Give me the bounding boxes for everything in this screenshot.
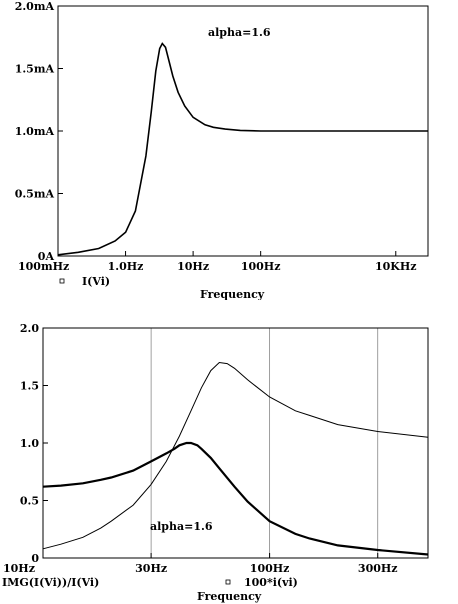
legend-marker-square — [59, 278, 65, 284]
x-tick-label: 300Hz — [358, 562, 398, 575]
x-tick-label: 100Hz — [241, 260, 281, 273]
x-tick-label: 1.0Hz — [108, 260, 144, 273]
y-tick-label: 0 — [31, 552, 39, 565]
x-axis-label: Frequency — [197, 590, 262, 603]
x-tick-label: 10Hz — [3, 562, 35, 575]
chart-i-vi: 0A 0.5mA 1.0mA 1.5mA 2.0mA 100mHz 1.0Hz 10Hz 100… — [15, 0, 429, 300]
x-tick-label: 10Hz — [177, 260, 209, 273]
y-tick-label: 2.0 — [20, 322, 39, 335]
plot-frame — [42, 327, 429, 559]
series-line-i-vi — [57, 42, 428, 256]
y-tick-label: 0A — [38, 250, 55, 263]
y-tick-label: 2.0mA — [15, 0, 55, 13]
x-tick-label: 10KHz — [375, 260, 417, 273]
legend-label-img-ratio: IMG(I(Vi))/I(Vi) — [2, 576, 99, 589]
x-tick-label: 30Hz — [135, 562, 167, 575]
legend-label-100-i-vi: 100*i(vi) — [244, 576, 298, 589]
y-tick-label: 0.5 — [20, 495, 39, 508]
x-tick-label: 100mHz — [18, 260, 69, 273]
y-tick-label: 0.5mA — [15, 188, 55, 201]
y-tick-label: 1.0mA — [15, 125, 55, 138]
series-line-img-ratio — [42, 441, 429, 556]
annotation-alpha: alpha=1.6 — [150, 520, 213, 533]
x-tick-label: 100Hz — [250, 562, 290, 575]
x-axis-label: Frequency — [200, 288, 265, 300]
annotation-alpha: alpha=1.6 — [208, 26, 271, 39]
y-tick-label: 1.0 — [20, 437, 39, 450]
legend-marker-square — [225, 579, 231, 585]
legend-label-i-vi: I(Vi) — [82, 275, 110, 288]
series-line-100-i-vi — [42, 361, 429, 550]
y-tick-label: 1.5 — [20, 380, 39, 393]
y-tick-label: 1.5mA — [15, 63, 55, 76]
